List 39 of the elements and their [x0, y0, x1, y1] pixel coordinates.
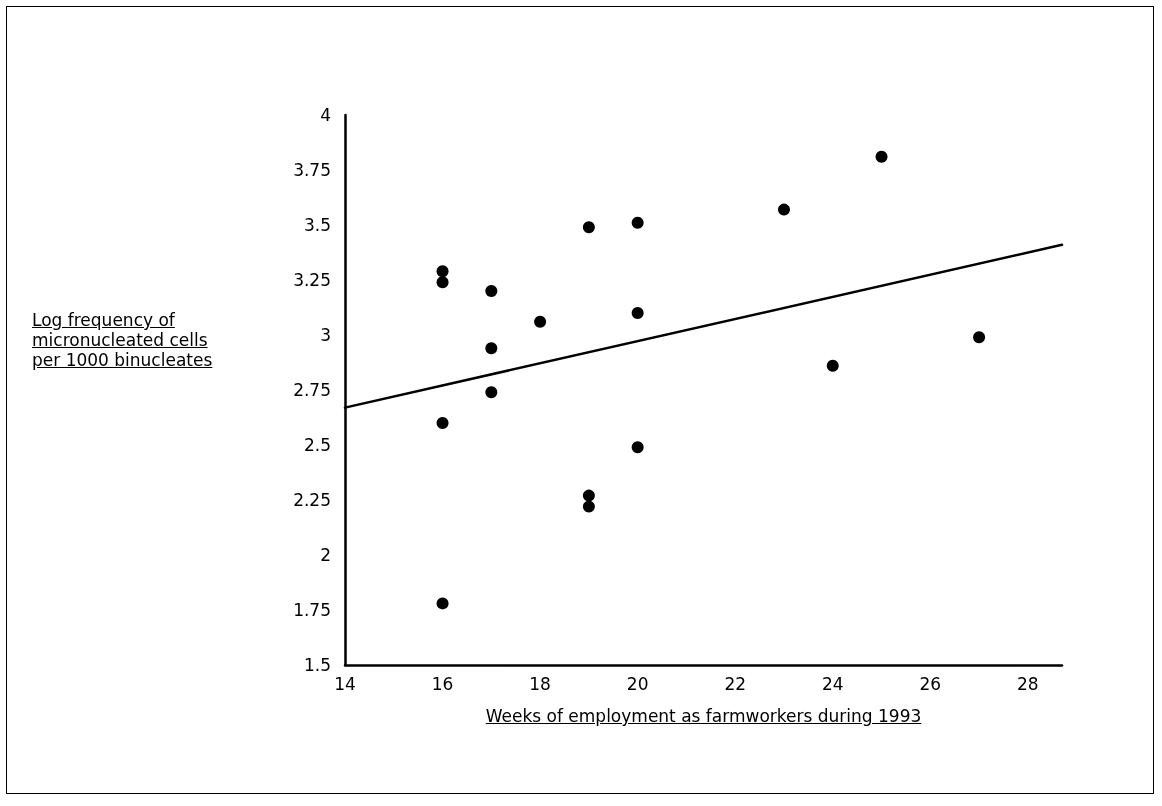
y-tick-label: 3.75 — [293, 160, 331, 180]
y-tick-label: 1.75 — [293, 600, 331, 620]
x-tick-label: 24 — [821, 673, 844, 694]
point — [631, 441, 644, 454]
point — [436, 265, 449, 278]
point — [631, 307, 644, 319]
y-tick-label: 2.75 — [293, 380, 331, 400]
x-tick-label: 16 — [431, 673, 454, 694]
point — [485, 386, 498, 399]
y-tick-label: 2 — [320, 545, 331, 565]
point — [534, 315, 547, 328]
point — [485, 342, 498, 355]
point — [436, 276, 449, 289]
x-tick-label: 26 — [919, 673, 942, 694]
point — [973, 331, 986, 344]
point — [582, 500, 595, 513]
x-axis-title: Weeks of employment as farmworkers during 1993 — [484, 706, 923, 726]
point — [582, 489, 595, 502]
y-tick-label: 3 — [320, 325, 331, 345]
point — [826, 359, 839, 372]
point — [875, 150, 888, 163]
y-axis-title: Log frequency of micronucleated cells per 1000 binucleates — [32, 310, 213, 370]
x-tick-label: 22 — [724, 673, 747, 694]
y-tick-label: 3.5 — [303, 215, 331, 235]
point — [582, 221, 595, 234]
point — [436, 417, 449, 429]
x-tick-label: 14 — [334, 673, 356, 694]
point — [436, 597, 449, 610]
y-tick-label: 4 — [320, 105, 331, 125]
point — [631, 216, 644, 229]
x-tick-label: 28 — [1017, 673, 1039, 694]
y-tick-label: 3.25 — [293, 270, 331, 290]
y-tick-label: 2.5 — [303, 435, 331, 455]
y-tick-label: 2.25 — [293, 490, 331, 510]
x-tick-label: 20 — [626, 673, 649, 694]
point — [777, 203, 790, 216]
point — [485, 285, 498, 297]
x-tick-label: 18 — [529, 673, 551, 694]
y-tick-label: 1.5 — [303, 655, 331, 675]
